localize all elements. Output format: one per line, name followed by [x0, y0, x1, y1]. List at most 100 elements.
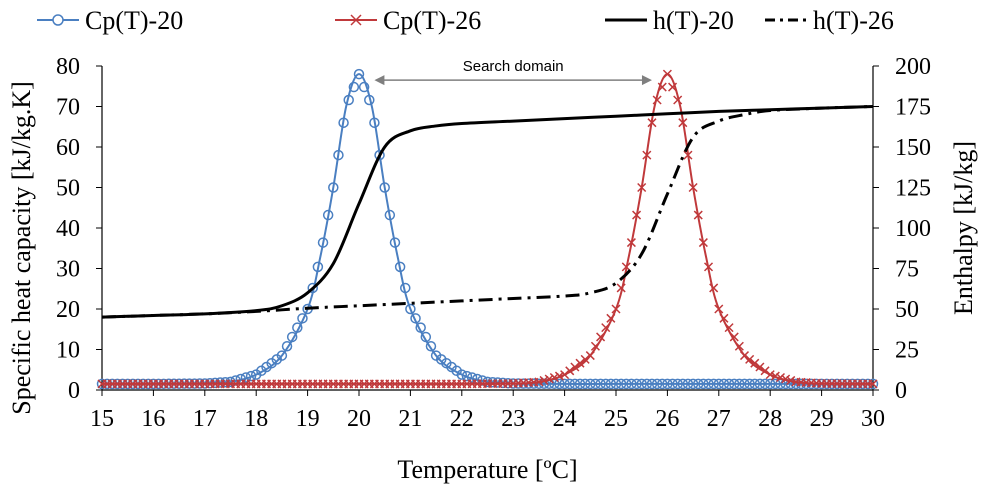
data-point-cp-26: [709, 283, 719, 293]
data-point-cp-26: [698, 238, 708, 248]
data-point-cp-20: [744, 378, 755, 390]
data-point-cp-20: [281, 341, 293, 352]
x-tick-label: 23: [501, 406, 525, 432]
data-point-cp-20: [538, 378, 550, 390]
data-point-cp-20: [394, 261, 406, 273]
data-point-cp-20: [723, 378, 735, 390]
x-tick-label: 26: [655, 406, 679, 432]
data-point-cp-26: [611, 304, 621, 314]
data-point-cp-20: [739, 378, 750, 390]
data-point-cp-20: [585, 378, 596, 390]
data-point-cp-20: [477, 375, 488, 386]
data-point-cp-20: [564, 378, 575, 390]
data-point-cp-26: [534, 377, 544, 387]
x-tick-label: 15: [90, 406, 114, 432]
data-point-cp-26: [606, 313, 616, 323]
data-point-cp-26: [590, 341, 600, 351]
data-point-cp-20: [600, 378, 611, 390]
data-point-cp-20: [405, 303, 416, 315]
series-line-cp-t-20: [101, 73, 873, 385]
data-point-cp-26: [570, 362, 580, 372]
y-left-tick-label: 50: [56, 176, 80, 202]
data-point-cp-20: [574, 378, 586, 390]
x-tick-label: 24: [553, 406, 577, 432]
data-point-cp-26: [739, 351, 750, 361]
y-left-axis-title: Specific heat capacity [kJ/kg.K]: [7, 81, 36, 415]
data-point-cp-20: [292, 322, 303, 333]
x-tick-label: 20: [347, 406, 371, 432]
legend-label-2: h(T)-20: [653, 6, 734, 35]
data-point-cp-20: [646, 378, 658, 390]
data-point-cp-26: [549, 372, 559, 383]
search-domain-arrowhead-left: [374, 75, 385, 86]
data-point-cp-26: [745, 354, 755, 364]
y-left-tick-label: 60: [56, 135, 80, 161]
data-point-cp-26: [734, 341, 744, 351]
data-point-cp-20: [286, 331, 298, 343]
data-point-cp-26: [765, 370, 775, 380]
data-point-cp-26: [662, 69, 672, 79]
data-point-cp-20: [353, 68, 365, 80]
y-right-tick-label: 0: [895, 378, 907, 404]
data-point-cp-20: [456, 369, 468, 380]
y-right-tick-label: 200: [895, 54, 931, 80]
data-point-cp-20: [754, 378, 766, 390]
data-point-cp-20: [461, 370, 473, 382]
data-point-cp-26: [868, 379, 878, 389]
x-tick-label: 16: [141, 406, 165, 432]
data-point-cp-26: [775, 372, 786, 383]
x-tick-label: 17: [193, 406, 217, 432]
series-line-h-t-20: [101, 105, 874, 319]
data-point-cp-20: [734, 378, 745, 390]
data-point-cp-20: [338, 117, 349, 128]
data-point-cp-20: [245, 370, 257, 382]
data-point-cp-20: [384, 209, 396, 221]
data-point-cp-26: [714, 304, 724, 314]
data-point-cp-20: [415, 322, 426, 333]
data-point-cp-20: [400, 282, 411, 294]
data-point-cp-26: [657, 82, 667, 92]
data-point-cp-26: [575, 358, 585, 368]
legend-label-0: Cp(T)-20: [85, 6, 183, 35]
data-point-cp-26: [601, 323, 611, 333]
data-point-cp-20: [770, 378, 781, 390]
data-point-cp-20: [759, 378, 771, 390]
x-tick-label: 18: [244, 406, 268, 432]
y-left-tick-label: 40: [56, 216, 80, 242]
data-point-cp-20: [728, 378, 740, 390]
data-point-cp-20: [374, 149, 385, 161]
data-point-cp-20: [389, 237, 401, 248]
y-left-tick-label: 20: [56, 297, 80, 323]
data-point-cp-26: [770, 371, 780, 381]
data-point-cp-26: [755, 362, 765, 372]
data-point-cp-26: [560, 370, 570, 380]
data-point-cp-20: [687, 378, 699, 390]
data-point-cp-20: [328, 182, 339, 193]
data-point-cp-20: [636, 378, 647, 390]
x-tick-label: 19: [296, 406, 320, 432]
data-point-cp-20: [672, 378, 683, 390]
x-tick-label: 30: [861, 406, 885, 432]
data-point-cp-26: [786, 375, 796, 385]
data-point-cp-20: [343, 94, 354, 106]
data-point-cp-26: [652, 95, 662, 105]
data-point-cp-26: [760, 366, 770, 376]
data-point-cp-20: [590, 378, 601, 390]
data-point-cp-20: [657, 378, 668, 390]
data-point-cp-20: [615, 378, 627, 390]
data-point-cp-20: [225, 376, 236, 388]
data-point-cp-20: [276, 350, 288, 361]
data-point-cp-26: [781, 374, 791, 384]
y-right-tick-label: 150: [895, 135, 931, 161]
data-point-cp-20: [410, 313, 421, 324]
data-point-cp-20: [220, 376, 231, 388]
data-point-cp-20: [631, 378, 642, 390]
data-point-cp-26: [750, 358, 760, 368]
data-point-cp-20: [662, 378, 673, 390]
data-point-cp-20: [641, 378, 653, 390]
data-point-cp-20: [626, 378, 637, 390]
data-point-cp-26: [626, 238, 636, 248]
x-tick-label: 27: [707, 406, 731, 432]
data-point-cp-26: [539, 375, 549, 385]
data-point-cp-20: [466, 372, 478, 383]
